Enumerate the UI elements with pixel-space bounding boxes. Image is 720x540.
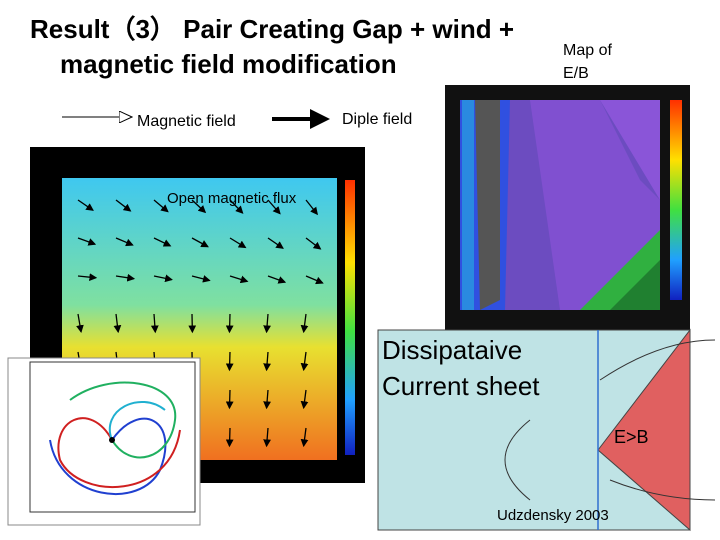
field-arrow xyxy=(77,237,97,246)
field-arrow xyxy=(263,313,271,334)
eb-map-image xyxy=(445,85,690,330)
field-arrow xyxy=(225,427,234,448)
field-arrow xyxy=(267,199,281,215)
field-arrow xyxy=(300,313,309,334)
field-arrow xyxy=(229,237,247,249)
field-arrow xyxy=(263,389,271,410)
spiral-image xyxy=(7,357,201,526)
field-arrow xyxy=(263,427,271,448)
field-arrow xyxy=(153,237,172,247)
field-arrow xyxy=(263,351,271,372)
field-arrow xyxy=(225,389,234,410)
field-arrow xyxy=(150,313,159,334)
field-arrow xyxy=(76,313,84,334)
map-label: Map of xyxy=(563,42,612,59)
field-arrow xyxy=(229,275,249,284)
field-arrow xyxy=(153,274,173,283)
field-arrow xyxy=(113,313,122,334)
field-arrow xyxy=(267,237,284,249)
legend-label: Diple field xyxy=(342,111,412,128)
field-arrow xyxy=(225,351,234,372)
field-arrow xyxy=(115,273,136,282)
field-arrow xyxy=(115,199,132,212)
annotation: Current sheet xyxy=(382,371,540,401)
field-arrow xyxy=(267,275,287,284)
field-arrow xyxy=(300,351,309,372)
annotation: E>B xyxy=(614,427,649,447)
field-arrow xyxy=(191,237,209,248)
legend-label: Magnetic field xyxy=(137,113,236,130)
field-arrow xyxy=(153,199,169,213)
field-arrow xyxy=(77,199,94,211)
annotation: Udzdensky 2003 xyxy=(497,507,609,524)
field-arrow xyxy=(191,275,211,283)
annotation: Open magnetic flux xyxy=(167,190,297,207)
field-arrow xyxy=(225,313,234,334)
field-arrow xyxy=(305,275,324,285)
title-line: Result（3） Pair Creating Gap + wind + xyxy=(30,14,514,44)
field-arrow xyxy=(115,237,134,247)
annotation: Dissipataive xyxy=(382,335,522,365)
title-line: magnetic field modification xyxy=(60,49,397,79)
field-arrow xyxy=(305,199,318,216)
map-label: E/B xyxy=(563,65,589,82)
field-arrow xyxy=(77,273,98,282)
field-arrow xyxy=(191,199,207,214)
field-arrow xyxy=(305,237,322,250)
field-arrow xyxy=(229,199,244,214)
field-arrow xyxy=(300,389,309,410)
field-arrow xyxy=(300,427,309,448)
current-sheet-diagram xyxy=(377,328,716,532)
